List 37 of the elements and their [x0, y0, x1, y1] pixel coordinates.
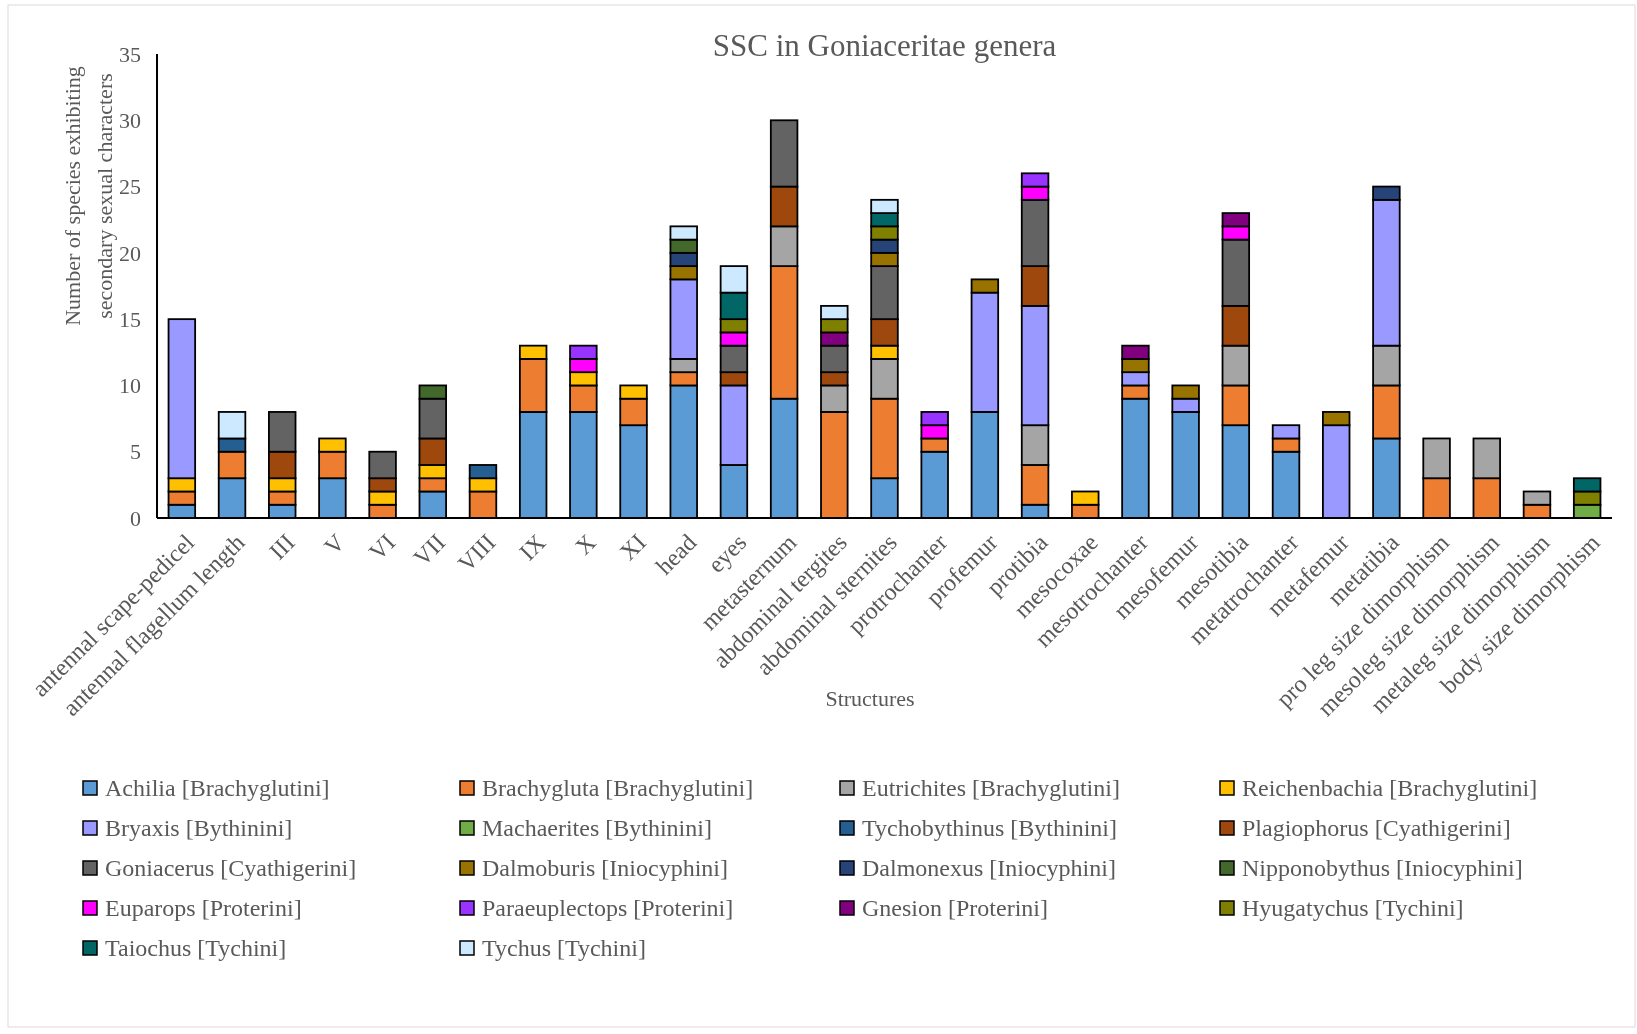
x-tick-label: X	[570, 529, 601, 560]
legend-label: Gnesion [Proterini]	[862, 895, 1048, 922]
x-tick-label: V	[319, 528, 351, 560]
legend-label: Achilia [Brachyglutini]	[105, 775, 330, 802]
y-tick-label: 5	[130, 439, 141, 465]
x-tick-label: VIII	[452, 529, 501, 577]
y-axis-title: Number of species exhibiting secondary sexual characters	[60, 66, 117, 326]
x-tick-label: IX	[514, 529, 551, 566]
legend-label: Tychus [Tychini]	[482, 935, 646, 962]
legend-label: Bryaxis [Bythinini]	[105, 815, 293, 842]
legend-label: Tychobythinus [Bythinini]	[862, 815, 1117, 842]
legend-label: Nipponobythus [Iniocyphini]	[1242, 855, 1523, 882]
legend-label: Paraeuplectops [Proterini]	[482, 895, 734, 922]
legend-label: Dalmoburis [Iniocyphini]	[482, 855, 728, 882]
legend-label: Hyugatychus [Tychini]	[1242, 895, 1464, 922]
y-tick-label: 25	[119, 174, 141, 200]
y-tick-label: 10	[119, 373, 141, 399]
y-tick-label: 20	[119, 240, 141, 266]
legend-label: Eutrichites [Brachyglutini]	[862, 775, 1120, 802]
y-tick-label: 35	[119, 41, 141, 67]
legend-label: Dalmonexus [Iniocyphini]	[862, 855, 1116, 882]
legend-label: Taiochus [Tychini]	[105, 935, 287, 962]
legend-label: Euparops [Proterini]	[105, 895, 302, 922]
y-tick-label: 15	[119, 306, 141, 332]
x-tick-label: VII	[408, 529, 451, 572]
legend-label: Machaerites [Bythinini]	[482, 815, 712, 842]
y-tick-label: 30	[119, 107, 141, 133]
x-tick-label: VI	[363, 529, 401, 566]
x-tick-label: III	[264, 529, 300, 565]
x-tick-label: XI	[614, 529, 652, 566]
legend-label: Goniacerus [Cyathigerini]	[105, 855, 357, 882]
y-tick-label: 0	[130, 505, 141, 531]
chart-title: SSC in Goniaceritae genera	[712, 28, 1057, 63]
x-axis-title: Structures	[825, 686, 915, 711]
legend-label: Brachygluta [Brachyglutini]	[482, 775, 754, 802]
legend-label: Reichenbachia [Brachyglutini]	[1242, 775, 1538, 802]
legend-label: Plagiophorus [Cyathigerini]	[1242, 815, 1511, 842]
